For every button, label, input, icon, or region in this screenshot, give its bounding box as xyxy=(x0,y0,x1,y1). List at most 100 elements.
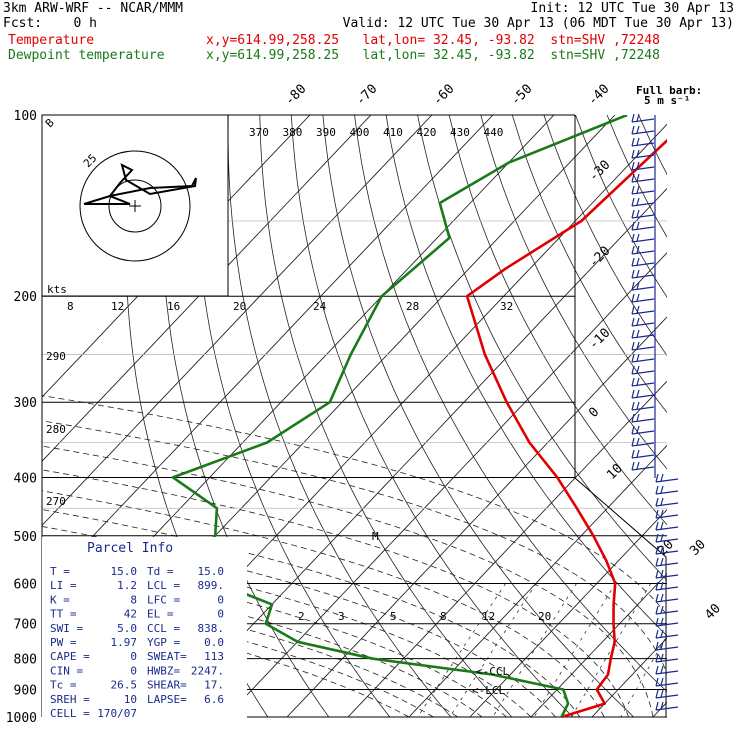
wind-barb xyxy=(631,334,655,339)
hodograph-trace xyxy=(83,163,197,205)
wind-barb xyxy=(631,238,655,243)
isotherm-label: 30 xyxy=(687,537,709,559)
wind-barb-flag xyxy=(631,173,635,183)
wind-barb-flag xyxy=(631,209,635,219)
wind-barb xyxy=(631,214,655,219)
wind-barb xyxy=(631,418,655,423)
wind-barb xyxy=(655,706,679,711)
wind-barb xyxy=(655,586,679,591)
moist-adiabat xyxy=(42,603,410,718)
parcel-label: PW = xyxy=(50,636,77,649)
wind-barb-flag xyxy=(636,305,640,314)
parcel-label: CIN = xyxy=(50,664,83,677)
wind-barb-flag xyxy=(636,233,640,242)
dry-adiabat xyxy=(638,115,667,176)
right-edge xyxy=(574,115,667,717)
wind-barb xyxy=(655,514,679,519)
wind-barb xyxy=(631,298,655,303)
wind-barb xyxy=(631,166,655,171)
wind-barb-flag xyxy=(636,353,640,362)
parcel-label: HWBZ= xyxy=(147,664,180,677)
wind-barb xyxy=(655,622,679,627)
wind-barb-flag xyxy=(631,461,635,471)
isotherm-label: 40 xyxy=(702,601,724,623)
pressure-tick-label: 300 xyxy=(14,396,37,411)
parcel-value: 0.0 xyxy=(204,636,224,649)
wind-barb-flag xyxy=(660,701,664,710)
wind-barb-flag xyxy=(660,485,664,494)
parcel-label: Tc = xyxy=(50,679,77,692)
wind-barb xyxy=(631,358,655,363)
hodograph-units: kts xyxy=(47,283,67,296)
parcel-label: T = xyxy=(50,565,70,578)
pressure-tick-label: 500 xyxy=(14,530,37,545)
parcel-label: SHEAR= xyxy=(147,679,187,692)
wind-barb-flag xyxy=(636,377,640,386)
pressure-tick-label: 1000 xyxy=(6,711,37,726)
wind-barb xyxy=(655,574,679,579)
wind-barb-flag xyxy=(655,485,659,495)
wind-barb xyxy=(655,670,679,675)
wind-barb-flag xyxy=(631,221,635,231)
mixing-ratio-line xyxy=(620,634,667,718)
parcel-label: LAPSE= xyxy=(147,693,187,706)
wind-barb-flag xyxy=(636,113,640,122)
parcel-value: 838. xyxy=(198,622,225,635)
wind-barb-flag xyxy=(631,149,635,159)
parcel-label: SREH = xyxy=(50,693,90,706)
wind-barb-flag xyxy=(660,605,664,614)
wind-barb-flag xyxy=(660,497,664,506)
wind-barb-flag xyxy=(655,653,659,663)
mixing-ratio-label: 5 xyxy=(390,610,397,623)
wind-barb xyxy=(631,190,655,195)
isotherm-label: 0 xyxy=(586,405,602,421)
dewpoint-line xyxy=(171,115,628,718)
wind-barb-flag xyxy=(631,329,635,339)
wind-barb-flag xyxy=(631,185,635,195)
wind-barb-flag xyxy=(631,305,635,315)
parcel-value: 26.5 xyxy=(111,679,138,692)
wind-barb xyxy=(655,694,679,699)
pressure-tick-label: 700 xyxy=(14,618,37,633)
temperature-line xyxy=(465,138,667,718)
wind-barb-flag xyxy=(631,113,635,123)
wind-barb-flag xyxy=(660,689,664,698)
wind-barb-flag xyxy=(631,233,635,243)
wind-barb xyxy=(631,274,655,279)
parcel-value: 0 xyxy=(217,593,224,606)
dry-adiabat xyxy=(259,115,513,718)
wind-barb-flag xyxy=(631,269,635,279)
wind-barb xyxy=(655,634,679,639)
parcel-label: EL = xyxy=(147,608,174,621)
parcel-value: 2247. xyxy=(191,664,224,677)
wind-barb xyxy=(631,322,655,327)
dewpoint-legend-label: Dewpoint temperature xyxy=(8,48,165,63)
wind-barb-flag xyxy=(631,293,635,303)
theta-label: 270 xyxy=(46,495,66,508)
wind-barb-flag xyxy=(631,161,635,171)
wind-barb-flag xyxy=(655,641,659,651)
pressure-tick-label: 900 xyxy=(14,683,37,698)
wind-barb xyxy=(631,226,655,231)
wind-barb-flag xyxy=(636,449,640,458)
parcel-label: TT = xyxy=(50,608,77,621)
theta-label: 400 xyxy=(350,126,370,139)
wind-barb-flag xyxy=(655,593,659,603)
parcel-value: 5.0 xyxy=(117,622,137,635)
wind-barb-flag xyxy=(660,581,664,590)
wind-barb-flag xyxy=(631,257,635,267)
wind-barb-flag xyxy=(660,509,664,518)
wind-barb-flag xyxy=(655,605,659,615)
theta-label: 370 xyxy=(249,126,269,139)
parcel-value: 15.0 xyxy=(111,565,138,578)
wind-barb-flag xyxy=(660,593,664,602)
wind-barb-flag xyxy=(660,665,664,674)
wind-barb-flag xyxy=(655,701,659,711)
wind-barb-flag xyxy=(636,389,640,398)
theta-label: 280 xyxy=(46,423,66,436)
parcel-value: 42 xyxy=(124,608,137,621)
wind-barb xyxy=(631,202,655,207)
wind-barb-flag xyxy=(631,449,635,459)
wind-barb xyxy=(631,346,655,351)
